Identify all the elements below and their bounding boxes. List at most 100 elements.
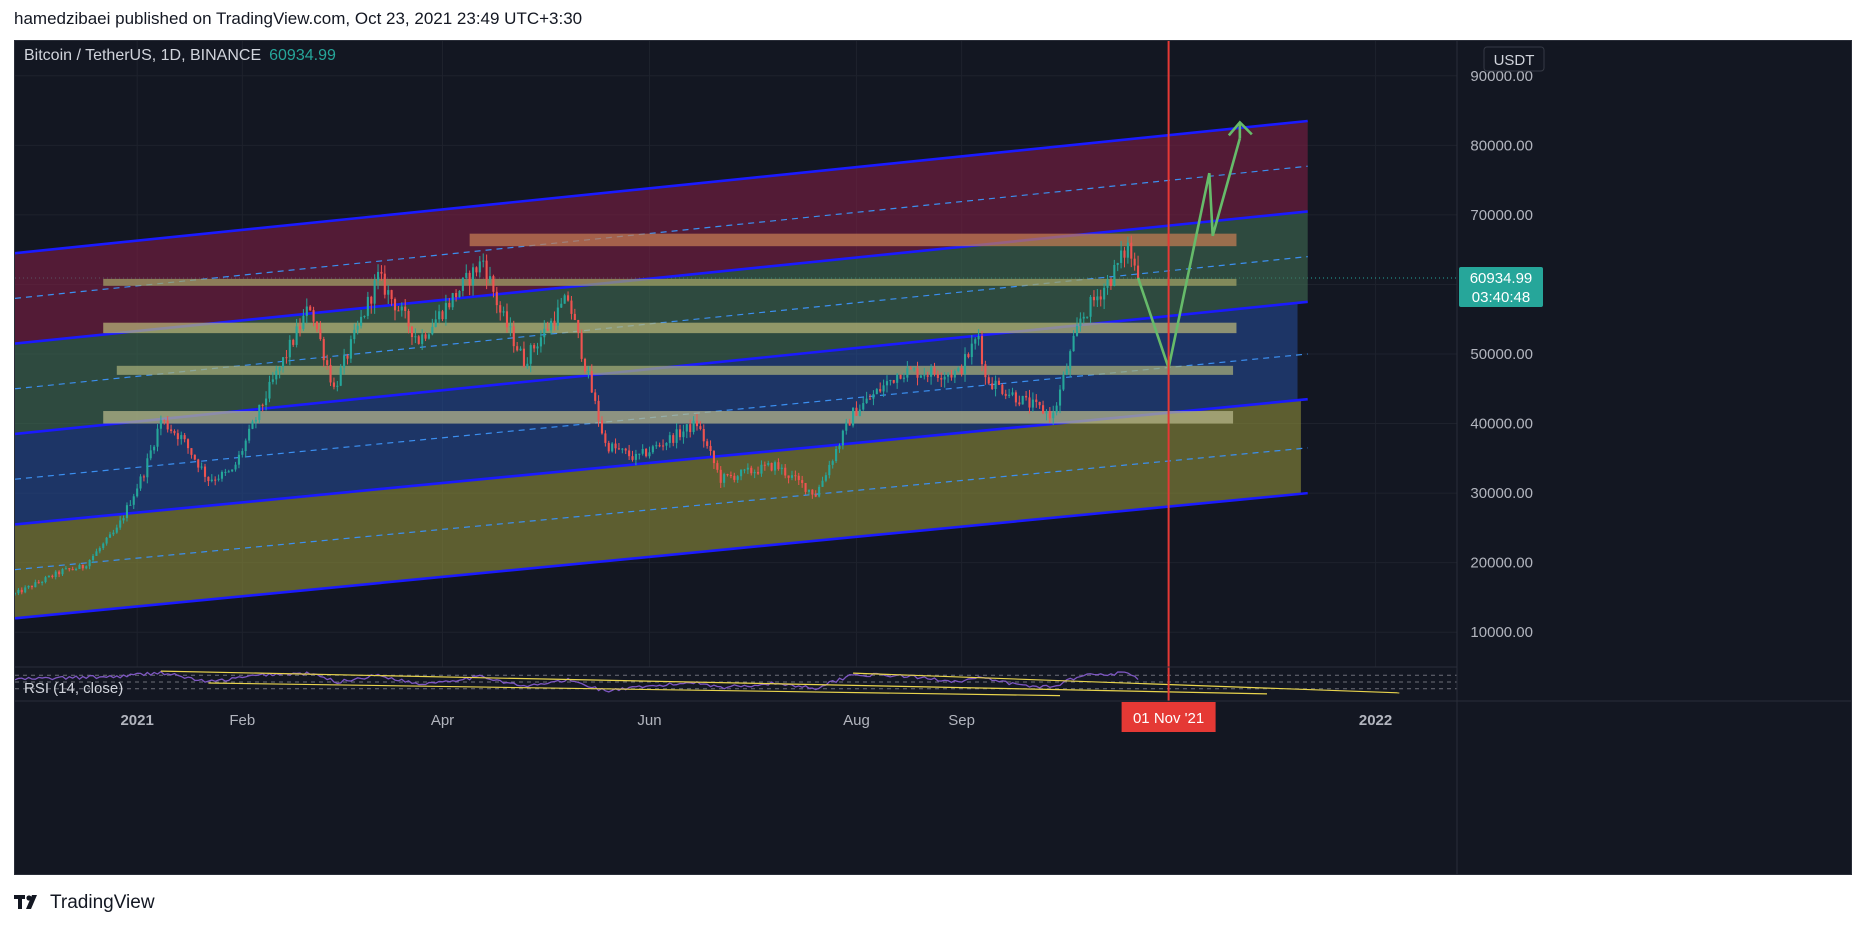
candle-body <box>68 568 71 570</box>
price-zone <box>116 365 1234 375</box>
date-marker: 01 Nov '21 <box>1121 41 1216 732</box>
candle-body <box>410 326 414 338</box>
candle-body <box>125 505 129 519</box>
candle-body <box>390 290 393 300</box>
candle-body <box>987 377 990 384</box>
y-tick-label: 10000.00 <box>1470 624 1533 641</box>
candle-body <box>960 368 963 374</box>
candle-body <box>227 471 230 473</box>
candle-body <box>254 419 257 422</box>
candle-body <box>841 430 844 446</box>
currency-badge[interactable]: USDT <box>1483 46 1545 72</box>
candle-body <box>166 420 169 430</box>
candle-body <box>339 367 342 386</box>
candle-body <box>37 582 40 584</box>
candle-body <box>34 582 37 588</box>
candle-body <box>709 445 712 452</box>
candle-body <box>132 496 135 505</box>
candle-body <box>1052 412 1055 419</box>
candle-body <box>220 471 224 479</box>
candle-body <box>265 398 268 406</box>
candle-body <box>668 435 671 443</box>
candle-body <box>743 469 746 471</box>
channel-line <box>15 119 1308 255</box>
candle-body <box>862 403 865 410</box>
candle-body <box>994 380 997 390</box>
candle-body <box>543 328 546 338</box>
candle-body <box>424 334 427 339</box>
candle-body <box>773 462 777 471</box>
chart-panel[interactable]: 01 Nov '21 90000.0080000.0070000.0060000… <box>14 40 1852 875</box>
candle-body <box>577 320 580 333</box>
candle-body <box>1082 316 1085 319</box>
candle-body <box>926 375 929 377</box>
candle-body <box>831 461 834 465</box>
candle-body <box>24 587 27 593</box>
candle-body <box>682 431 685 438</box>
candle-body <box>634 453 637 460</box>
candle-body <box>356 325 359 330</box>
candle-body <box>200 466 203 468</box>
candle-body <box>614 443 617 449</box>
candle-body <box>638 453 641 455</box>
candle-body <box>1035 399 1038 403</box>
candle-body <box>58 571 61 575</box>
candle-body <box>519 348 522 351</box>
candle-body <box>736 476 739 480</box>
candle-body <box>587 371 590 373</box>
candle-body <box>156 428 159 447</box>
candle-body <box>119 520 122 528</box>
candle-body <box>305 306 308 316</box>
candle-body <box>203 466 207 477</box>
x-tick-label: 2021 <box>120 712 153 729</box>
candle-body <box>142 476 145 478</box>
candle-body <box>75 568 78 570</box>
y-tick-label: 70000.00 <box>1470 207 1533 224</box>
candle-body <box>41 582 44 584</box>
candle-body <box>441 311 444 320</box>
candle-body <box>186 439 190 449</box>
candle-body <box>485 260 488 280</box>
candle-body <box>298 326 302 330</box>
candle-body <box>88 559 91 567</box>
candle-body <box>492 276 495 292</box>
candle-body <box>957 368 960 372</box>
candle-body <box>261 404 264 406</box>
candle-body <box>505 311 509 328</box>
candle-body <box>407 310 410 327</box>
candle-body <box>838 445 841 450</box>
candle-body <box>729 474 732 476</box>
candle-body <box>804 482 807 492</box>
price-chart[interactable]: 01 Nov '21 90000.0080000.0070000.0060000… <box>15 41 1852 875</box>
candle-body <box>512 326 515 347</box>
candle-body <box>302 315 305 330</box>
candle-body <box>1011 392 1014 395</box>
candle-body <box>885 381 889 386</box>
symbol-title: Bitcoin / TetherUS, 1D, BINANCE <box>24 47 261 64</box>
candle-body <box>149 450 152 459</box>
publisher-header: hamedzibaei published on TradingView.com… <box>14 9 583 28</box>
candle-body <box>210 479 213 482</box>
candle-body <box>47 575 50 578</box>
candle-body <box>794 475 797 477</box>
candle-body <box>628 450 631 457</box>
candle-body <box>916 368 919 378</box>
candle-body <box>716 463 719 470</box>
candle-body <box>366 296 369 316</box>
candle-body <box>98 548 101 552</box>
candle-body <box>224 471 227 473</box>
candle-body <box>807 489 811 492</box>
candle-body <box>828 464 831 476</box>
candle-body <box>329 364 332 383</box>
candle-body <box>780 467 783 470</box>
candle-body <box>991 383 994 390</box>
candle-body <box>600 420 604 434</box>
candle-body <box>1137 265 1140 278</box>
candle-body <box>431 326 434 335</box>
tradingview-footer[interactable]: TradingView <box>14 890 155 916</box>
candle-body <box>583 358 587 372</box>
candle-body <box>1103 287 1106 300</box>
candle-body <box>777 462 780 470</box>
candle-body <box>770 462 773 471</box>
candle-body <box>1055 405 1058 413</box>
